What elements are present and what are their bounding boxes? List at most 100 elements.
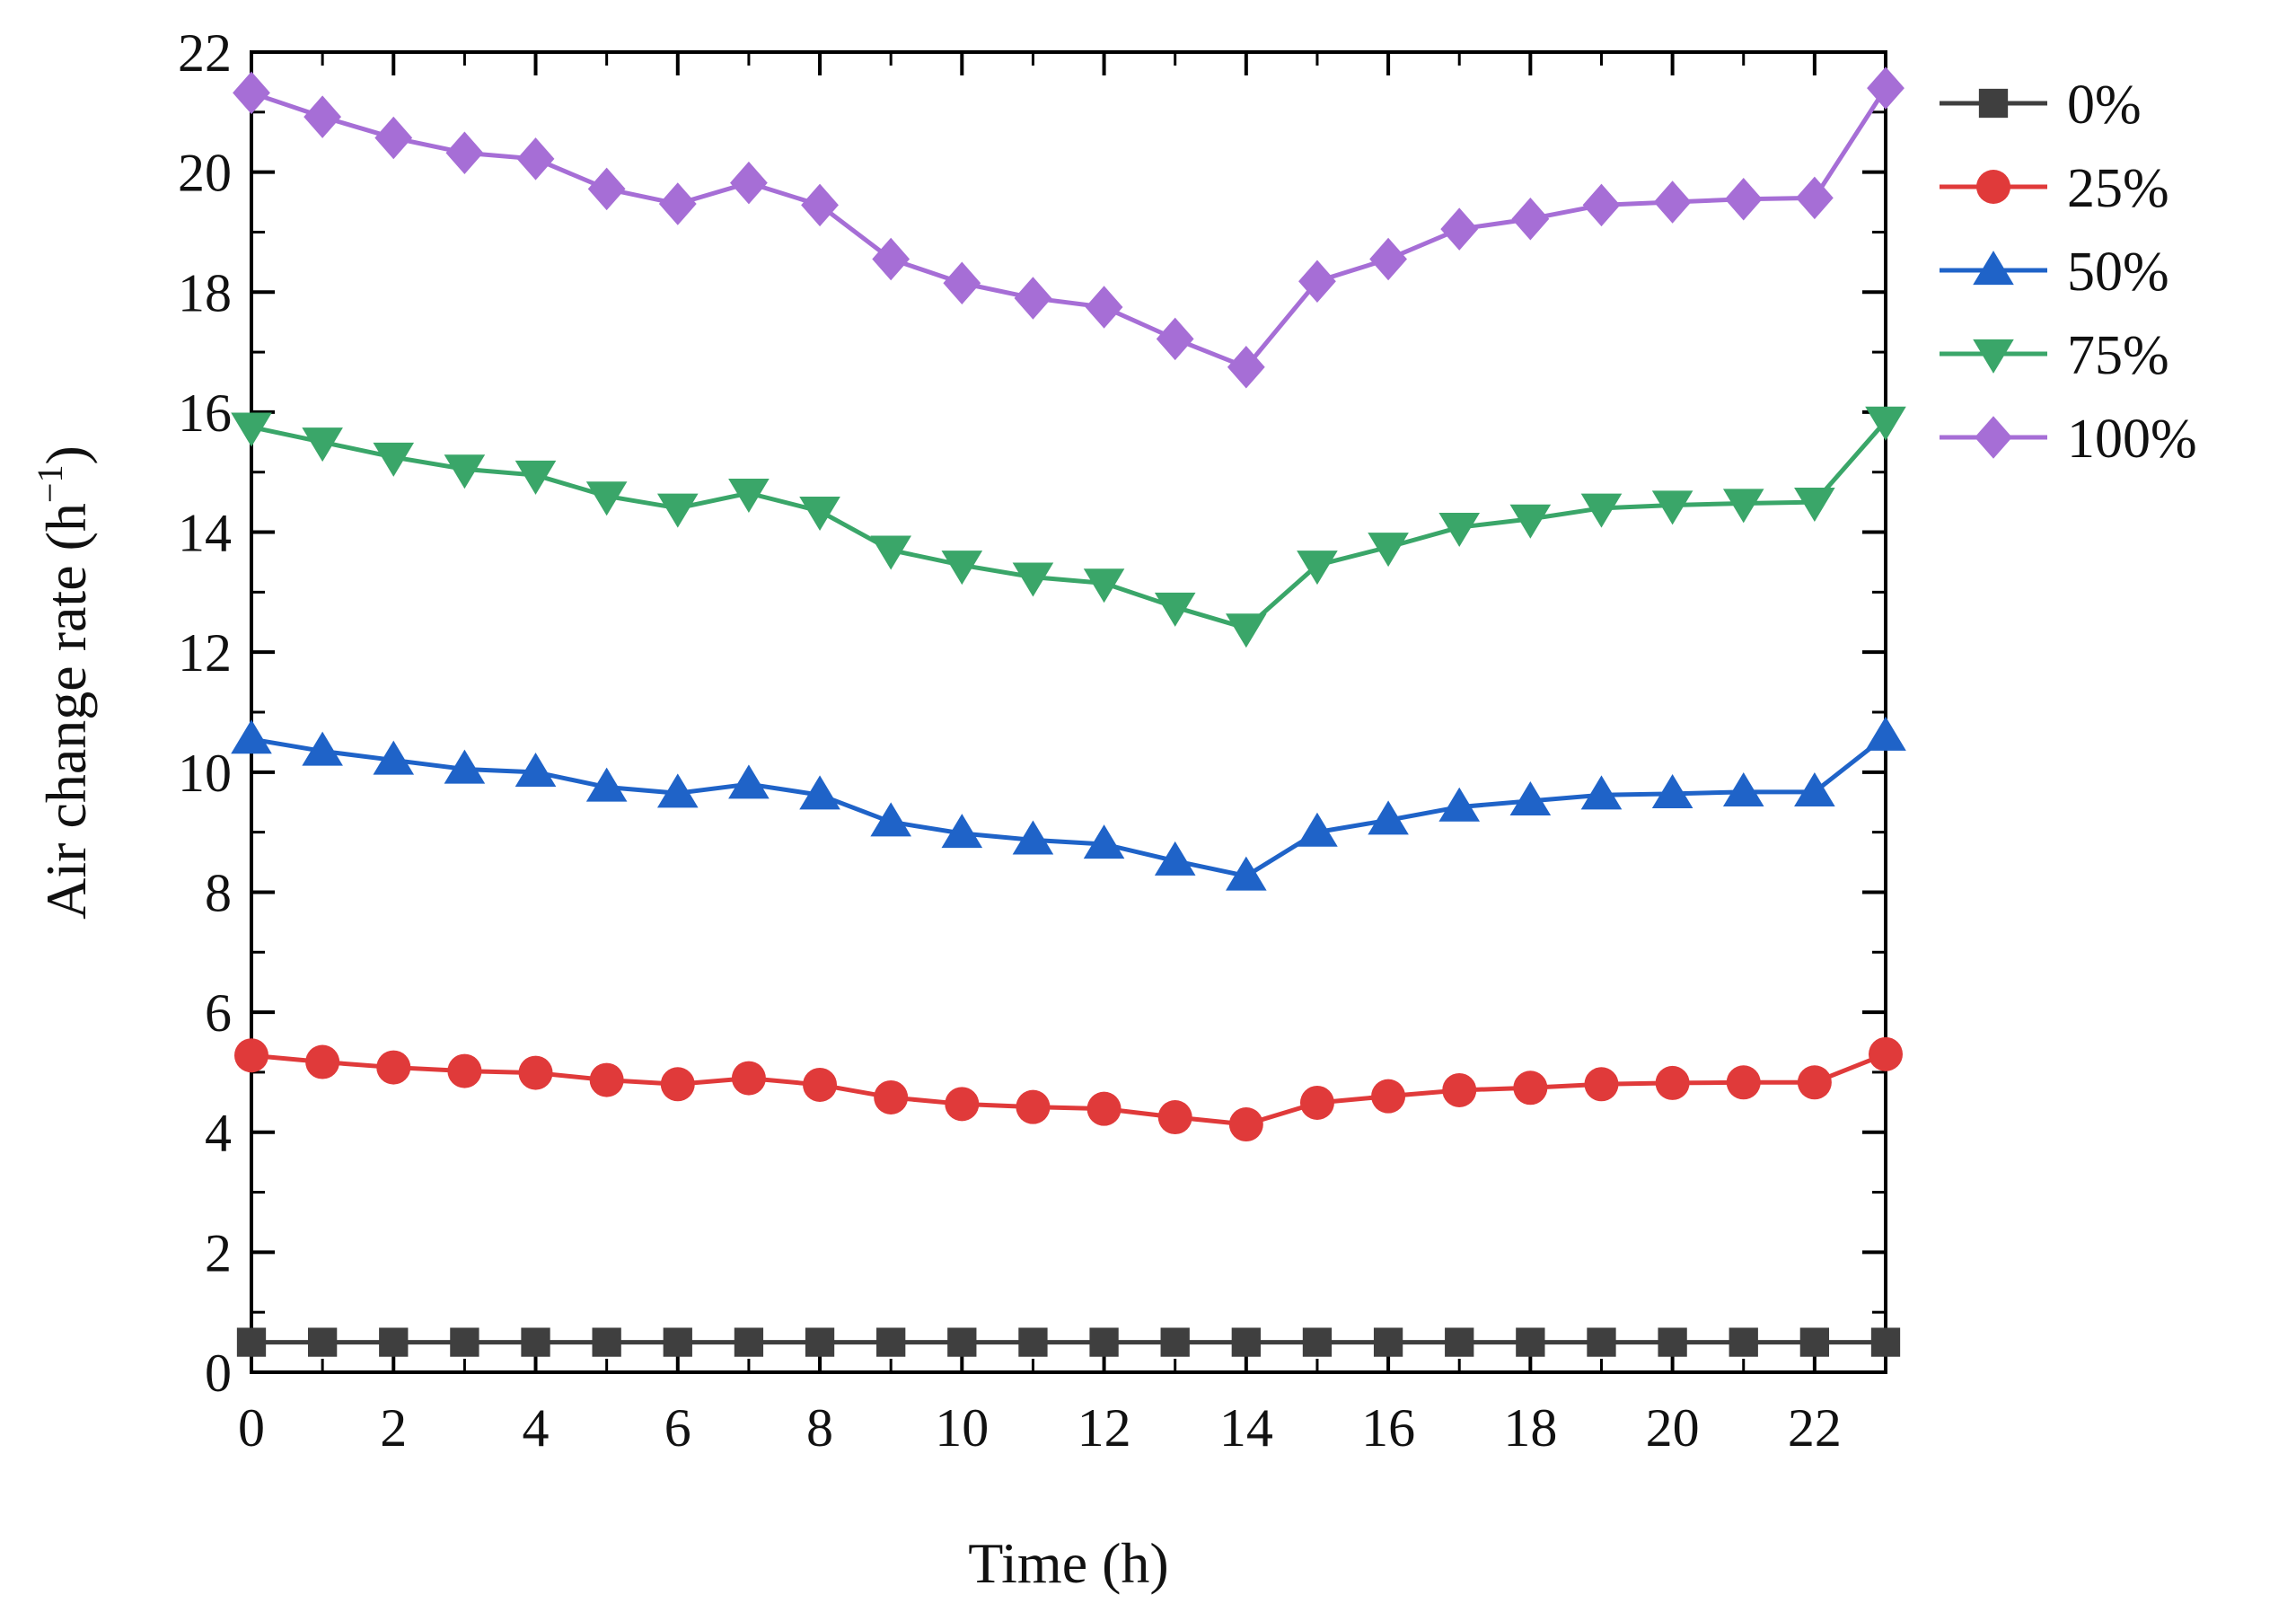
data-point	[1722, 772, 1764, 807]
y-tick-label: 6	[205, 983, 232, 1043]
y-tick-label: 14	[178, 504, 232, 563]
data-point	[515, 752, 557, 787]
data-point	[1511, 198, 1550, 241]
data-point	[1083, 824, 1125, 859]
data-point	[1231, 1327, 1261, 1357]
data-point	[1368, 533, 1409, 568]
data-point	[1371, 1079, 1406, 1114]
data-point	[1795, 176, 1834, 220]
data-point	[1442, 1072, 1477, 1107]
legend-label: 100%	[2067, 409, 2197, 470]
data-point	[1726, 1065, 1761, 1100]
y-tick-label: 4	[205, 1104, 232, 1163]
data-point	[1438, 513, 1481, 548]
x-tick-label: 18	[1503, 1398, 1557, 1458]
data-point	[943, 261, 981, 304]
x-axis-title: Time (h)	[968, 1531, 1168, 1595]
x-tick-label: 10	[935, 1398, 989, 1458]
data-point	[1157, 1100, 1192, 1135]
x-tick-label: 12	[1078, 1398, 1131, 1458]
data-point	[1299, 1085, 1334, 1120]
data-point	[1154, 841, 1196, 876]
data-point	[1156, 317, 1194, 361]
data-point	[231, 719, 272, 754]
y-tick-label: 10	[178, 744, 232, 803]
x-tick-label: 2	[380, 1398, 407, 1458]
data-point	[731, 1061, 766, 1096]
data-point	[1587, 1327, 1616, 1357]
data-point	[305, 1044, 340, 1079]
data-point	[1582, 183, 1621, 227]
data-point	[1658, 1327, 1687, 1357]
data-point	[302, 427, 343, 463]
data-point	[656, 493, 699, 528]
data-point	[663, 1327, 692, 1357]
legend-label: 75%	[2067, 325, 2169, 386]
legend-label: 50%	[2067, 242, 2169, 303]
data-point	[589, 1062, 624, 1097]
data-point	[1865, 716, 1906, 751]
data-point	[1794, 772, 1835, 807]
data-point	[874, 1079, 909, 1114]
x-tick-label: 16	[1361, 1398, 1415, 1458]
y-tick-label: 20	[178, 144, 232, 203]
data-point	[728, 478, 770, 513]
y-axis-title-main: Air change rate (h	[34, 503, 98, 920]
data-point	[1509, 504, 1552, 539]
data-point	[1302, 1327, 1333, 1357]
data-point	[373, 442, 415, 477]
data-point	[734, 1327, 764, 1357]
series-triangle-up	[231, 716, 1906, 891]
y-tick-label: 16	[178, 383, 232, 443]
data-point	[1869, 1036, 1903, 1071]
data-point	[1799, 1327, 1830, 1357]
data-point	[1012, 820, 1054, 855]
x-tick-label: 8	[806, 1398, 833, 1458]
data-point	[1085, 286, 1123, 329]
series-line	[251, 1052, 1887, 1127]
data-point	[1653, 181, 1692, 224]
x-tick-label: 6	[664, 1398, 691, 1458]
y-tick-label: 18	[178, 263, 232, 322]
data-point	[1729, 1327, 1758, 1357]
data-point	[1509, 781, 1552, 816]
data-point	[941, 814, 983, 849]
data-point	[1298, 260, 1336, 303]
y-tick-label: 12	[178, 623, 232, 683]
legend: 0% 25% 50% 75% 100%	[1940, 75, 2197, 470]
y-tick-label: 2	[205, 1223, 232, 1282]
series-line	[251, 419, 1887, 630]
series-line	[251, 734, 1887, 878]
x-tick-label: 20	[1646, 1398, 1700, 1458]
legend-label: 0%	[2067, 75, 2142, 136]
data-point	[1655, 1065, 1690, 1100]
data-point	[1227, 346, 1265, 389]
legend-item: 0%	[1940, 75, 2142, 136]
data-point	[1724, 177, 1763, 221]
data-point	[1438, 787, 1481, 822]
legend-marker	[1976, 170, 2010, 204]
data-point	[373, 740, 415, 775]
data-point	[1012, 562, 1054, 597]
data-point	[872, 237, 910, 281]
data-point	[521, 1327, 550, 1357]
data-point	[585, 767, 628, 802]
legend-item: 75%	[1940, 325, 2169, 386]
y-axis-title-exponent: −1	[30, 465, 70, 504]
data-point	[1580, 493, 1623, 528]
legend-marker	[1975, 416, 2012, 459]
data-point	[801, 183, 839, 227]
data-point	[947, 1327, 977, 1357]
data-point	[805, 1327, 835, 1357]
data-point	[450, 1327, 479, 1357]
data-point	[1797, 1065, 1832, 1100]
data-point	[1297, 551, 1338, 586]
data-point	[1154, 592, 1196, 627]
y-axis-title-close: )	[34, 445, 98, 464]
data-point	[1584, 1067, 1619, 1102]
data-point	[1865, 406, 1906, 441]
data-point	[1014, 277, 1052, 320]
data-point	[658, 182, 697, 225]
data-point	[870, 535, 911, 570]
